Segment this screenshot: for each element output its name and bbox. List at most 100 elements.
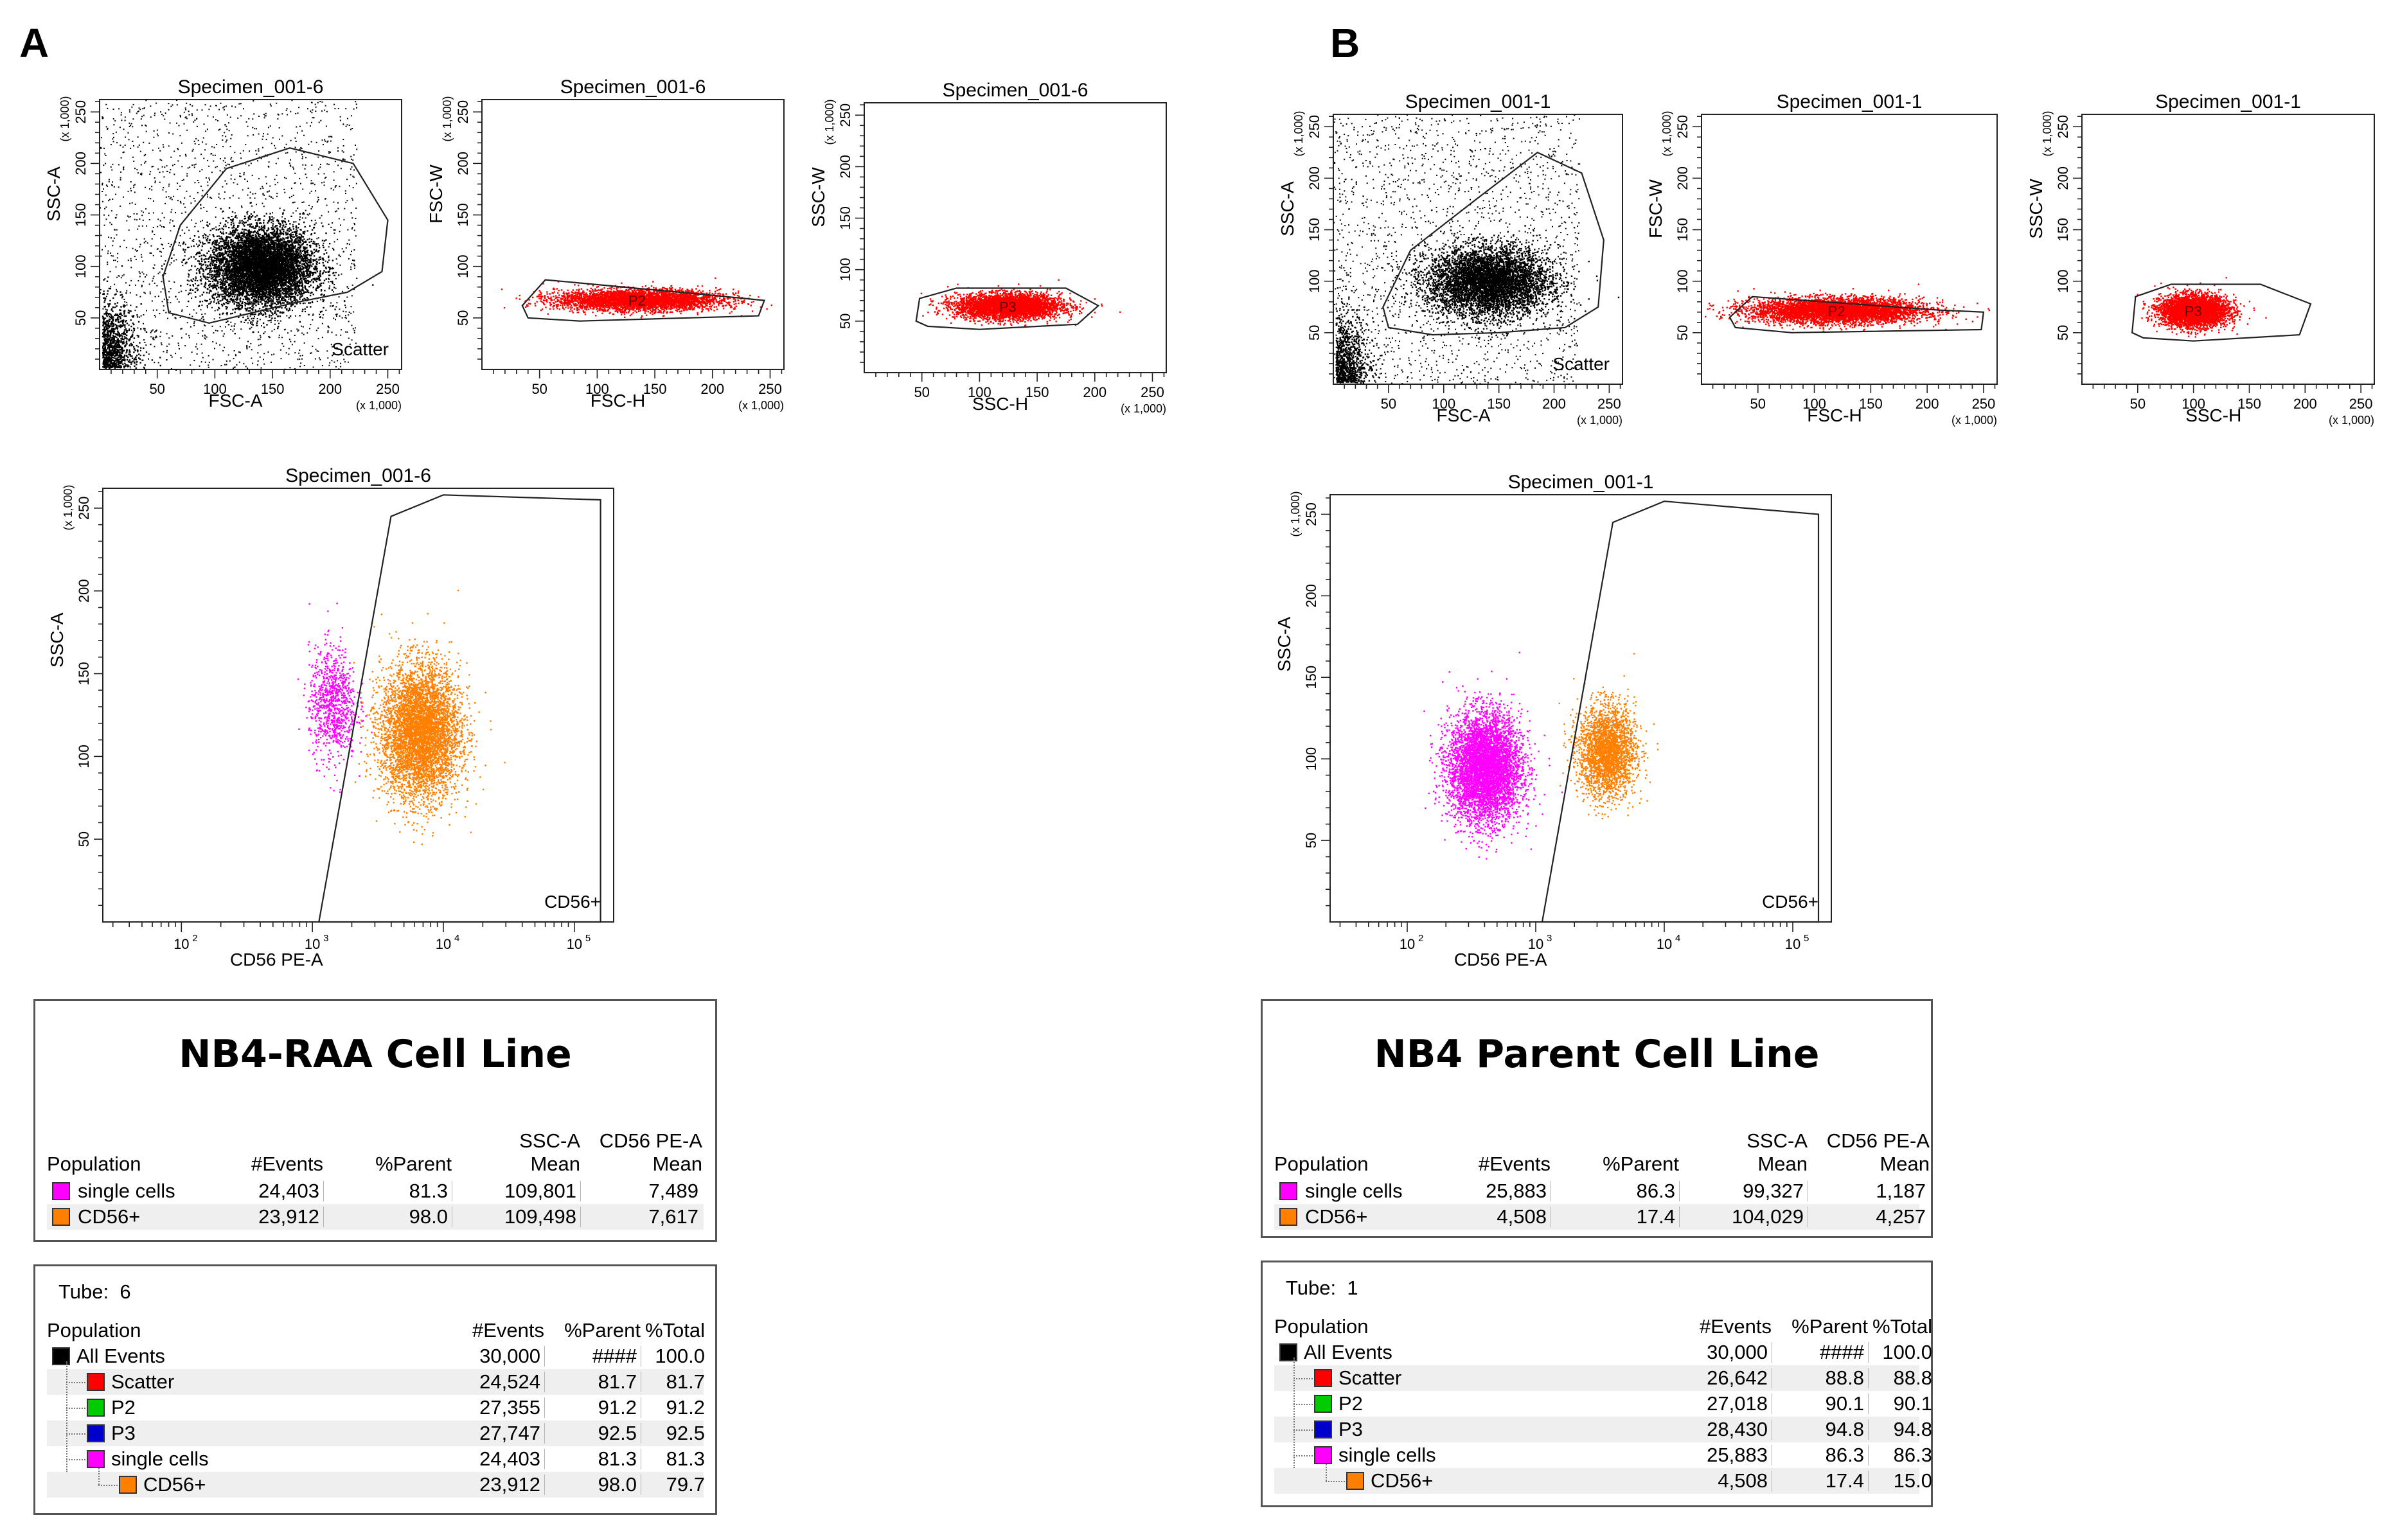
x-axis-label: FSC-A [1437,405,1491,425]
header-parent: %Parent [1791,1315,1868,1338]
stats-row: single cells 24,403 81.3 109,801 7,489 [47,1178,704,1204]
x-tick-label: 10 [1785,936,1800,952]
y-tick-label: 200 [2055,166,2071,190]
cell-events: 28,430 [1707,1418,1768,1440]
event-dots [2137,277,2267,338]
cell-events: 4,508 [1718,1469,1768,1492]
header-events: #Events [1699,1315,1772,1338]
hierarchy-row: CD56+ 4,508 17.4 15.0 [1274,1468,1932,1494]
x-tick-label: 150 [1026,384,1049,400]
population-swatch [1279,1182,1297,1200]
x-tick-label: 50 [531,381,547,397]
x-tick-label: 200 [1542,396,1566,412]
hierarchy-row: single cells 25,883 86.3 86.3 [1274,1442,1932,1468]
x-tick-label: 200 [1083,384,1107,400]
plot-frame [1333,114,1623,385]
header-events: #Events [251,1153,323,1175]
column-separator [544,1423,545,1444]
plot-frame [481,99,785,370]
tree-branch [98,1468,100,1485]
population-name: single cells [78,1180,175,1202]
cell-parent: #### [592,1345,637,1367]
plot-frame [1329,494,1832,923]
x-scale-note: (x 1,000) [2329,414,2374,427]
cell-parent: 92.5 [598,1422,637,1444]
gate-polygon [162,147,389,324]
x-tick-label: 250 [376,381,400,397]
cell-total: 81.3 [666,1447,705,1470]
x-axis: 50 100 150 200 250 (x 1,000) SSC-H [2092,384,2374,427]
plot-frame [864,102,1167,373]
cell-parent: 94.8 [1825,1418,1864,1440]
gate-label: P3 [2185,303,2202,319]
header-population: Population [1274,1153,1369,1175]
tree-connector [66,1382,85,1383]
x-tick-label: 100 [2182,396,2205,412]
cell-total: 100.0 [655,1345,705,1367]
y-tick-label: 200 [1303,584,1319,608]
y-tick-label: 200 [837,155,853,179]
x-tick-label: 50 [1750,396,1766,412]
header-ssc-top: SSC-A [1747,1129,1808,1152]
plot-frame [1701,114,1998,385]
header-population: Population [1274,1315,1369,1338]
x-scale-note: (x 1,000) [738,399,784,412]
hierarchy-header: Population #Events %Parent %Total [1274,1314,1932,1340]
x-tick-label: 250 [1597,396,1621,412]
population-red [501,277,772,319]
plot-title: Specimen_001-1 [1405,91,1551,112]
cell-parent: 98.0 [409,1205,448,1228]
tree-connector [1293,1429,1313,1431]
x-tick-label: 200 [2293,396,2317,412]
header-total: %Total [1872,1315,1932,1338]
x-tick-label: 50 [914,384,929,400]
cell-events: 23,912 [258,1205,319,1228]
y-tick-label: 100 [2055,269,2071,293]
population-name: single cells [111,1447,209,1470]
event-dots [1385,208,1620,341]
gate-polygon [2131,283,2312,342]
y-scale-note: (x 1,000) [58,96,71,141]
column-separator [1868,1394,1869,1414]
population-name: Scatter [1338,1367,1402,1389]
hierarchy-table-b: Tube: 1 Population #Events %Parent %Total Al… [1261,1261,1933,1507]
header-events: #Events [472,1319,544,1341]
plot-title: Specimen_001-1 [2155,91,2301,112]
x-tick-exponent: 3 [1547,933,1552,944]
stats-row: single cells 25,883 86.3 99,327 1,187 [1274,1178,1926,1204]
panel-b-label: B [1330,20,1360,66]
hierarchy-row: Scatter 24,524 81.7 81.7 [47,1369,705,1395]
cell-parent: 88.8 [1825,1367,1864,1389]
x-tick-label: 50 [2130,396,2146,412]
x-tick-label: 150 [643,381,667,397]
population-swatch [1346,1472,1364,1490]
plot-title: Specimen_001-6 [560,76,706,98]
column-separator [580,1181,581,1201]
population-name: P3 [111,1422,136,1444]
x-tick-label: 100 [585,381,609,397]
y-tick-label: 200 [1306,166,1322,190]
hierarchy-row: P2 27,018 90.1 90.1 [1274,1391,1932,1417]
header-total: %Total [644,1319,705,1341]
y-scale-note: (x 1,000) [62,484,75,530]
y-tick-label: 150 [837,206,853,230]
tree-connector [66,1459,85,1460]
x-tick-exponent: 5 [585,933,591,944]
x-tick-exponent: 3 [323,933,328,944]
x-axis-label: FSC-A [209,391,263,411]
y-tick-label: 250 [76,497,92,520]
cell-parent: #### [1820,1341,1864,1363]
y-tick-label: 100 [1675,269,1691,293]
population-name: single cells [1305,1180,1403,1202]
cell-ssc: 99,327 [1743,1180,1804,1202]
stats-row: CD56+ 23,912 98.0 109,498 7,617 [47,1204,704,1230]
hierarchy-row: P3 27,747 92.5 92.5 [47,1421,705,1446]
y-tick-label: 50 [73,310,89,326]
x-tick-label: 150 [261,381,285,397]
population-name: All Events [1304,1341,1392,1363]
y-tick-label: 150 [73,203,89,227]
population-black [100,100,374,371]
event-dots [353,590,506,845]
